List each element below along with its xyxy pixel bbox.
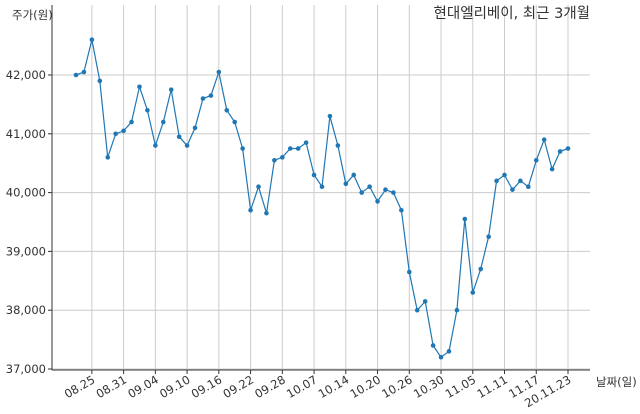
data-point [129,119,134,125]
data-point [121,128,126,134]
y-tick-label: 37,000 [6,362,46,376]
x-tick-label: 10.26 [379,372,415,401]
data-point [248,207,253,213]
data-point [510,187,515,192]
data-point [565,146,571,151]
data-point [224,107,230,113]
data-point [73,72,79,78]
data-point [295,146,301,151]
data-point [335,143,341,148]
data-point [446,349,452,354]
x-axis-title: 날짜(일) [596,375,637,389]
data-point [343,181,349,187]
data-point [406,269,412,275]
y-axis-title: 주가(원) [12,8,53,22]
data-point [422,299,428,304]
x-tick-label: 09.16 [189,372,225,401]
data-point [145,107,150,113]
y-tick-label: 38,000 [6,303,46,317]
data-point [351,172,357,178]
x-tick-label: 09.04 [125,372,161,401]
data-point [486,234,491,239]
x-tick-label: 08.25 [62,372,98,401]
y-tick-label: 42,000 [6,68,46,82]
data-point [557,149,563,154]
y-tick-label: 41,000 [6,127,46,141]
data-point [160,119,166,125]
data-point [502,172,507,178]
data-point [240,146,245,151]
data-point [478,266,484,272]
data-point [287,146,293,151]
data-point [367,184,372,190]
data-point [454,307,460,313]
chart-title: 현대엘리베이, 최근 3개월 [434,5,590,22]
data-point [264,210,269,216]
data-point [526,184,531,190]
x-axis-ticks: 08.2508.3109.0409.1009.1609.2209.2810.07… [62,370,574,410]
data-point [359,190,364,195]
data-point [280,155,285,160]
data-point [462,216,468,222]
x-tick-label: 10.20 [348,372,384,401]
y-tick-label: 39,000 [6,244,46,258]
data-point [375,199,380,204]
x-tick-label: 09.10 [157,372,193,401]
data-point [184,143,190,148]
data-point [272,157,277,163]
data-point [319,184,325,190]
data-point [256,184,261,190]
data-point [438,354,444,360]
data-point [113,131,118,137]
data-point [89,37,95,43]
x-tick-label: 10.30 [411,372,447,401]
series-line [75,39,569,359]
data-point [541,137,547,142]
data-point [105,155,111,160]
data-point [216,69,222,75]
data-point [153,143,158,148]
data-point [192,125,198,131]
x-tick-label: 09.28 [252,372,288,401]
data-point [232,119,238,125]
data-point [494,178,499,184]
data-point [200,96,206,101]
data-point [208,93,214,98]
y-axis-ticks: 37,000 38,000 39,000 40,000 41,000 42,000 [6,68,52,376]
data-point [430,343,436,348]
data-points [73,37,571,360]
data-point [97,78,103,84]
data-point [518,178,523,184]
data-point [327,113,333,119]
data-point [549,166,555,172]
y-tick-label: 40,000 [6,186,46,200]
x-tick-label: 11.11 [474,372,510,401]
x-tick-label: 10.07 [284,372,320,401]
x-tick-label: 10.14 [316,372,352,401]
gridlines [52,5,590,370]
data-point [414,307,420,313]
data-point [137,84,142,90]
data-point [176,134,182,140]
data-point [533,157,539,163]
data-point [470,290,476,295]
data-point [391,190,396,195]
data-point [81,69,87,75]
x-tick-label: 08.31 [94,372,130,401]
data-point [303,140,309,145]
x-tick-label: 11.05 [443,372,479,401]
data-point [168,87,174,92]
data-point [399,207,404,213]
data-point [383,187,388,192]
x-tick-label: 09.22 [221,372,257,401]
data-point [311,172,317,178]
